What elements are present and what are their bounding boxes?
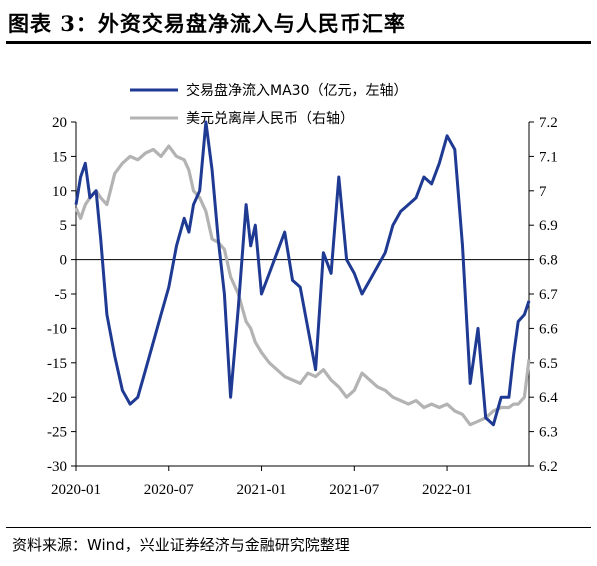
left-tick-label: -25	[47, 425, 67, 441]
x-tick-label: 2020-07	[144, 482, 194, 498]
title-bar: 图表 3：外资交易盘净流入与人民币汇率	[0, 0, 597, 46]
x-tick-label: 2020-01	[51, 482, 101, 498]
left-tick-label: -10	[47, 321, 67, 337]
right-tick-label: 7	[539, 184, 547, 200]
left-tick-label: 0	[60, 253, 68, 269]
right-tick-label: 7.2	[539, 115, 558, 131]
source-note: 资料来源：Wind，兴业证券经济与金融研究院整理	[12, 536, 350, 554]
source-rule	[6, 527, 591, 528]
right-tick-label: 6.7	[539, 287, 558, 303]
right-tick-label: 6.9	[539, 218, 558, 234]
left-tick-label: 15	[52, 149, 67, 165]
legend-label: 交易盘净流入MA30（亿元，左轴）	[186, 82, 407, 99]
left-tick-label: 10	[52, 184, 67, 200]
left-tick-label: -15	[47, 356, 67, 372]
left-tick-label: -30	[47, 459, 67, 475]
series-layer	[74, 120, 531, 427]
series-line-usdcnh	[74, 144, 531, 427]
chart-axes: 20 15 10 5 0 -5 -10 -15 -20 -25 -30 7.2 7.1 7 6.9 6.8 6.…	[47, 115, 558, 498]
right-tick-label: 6.2	[539, 459, 558, 475]
x-tick-label: 2022-01	[422, 482, 472, 498]
left-tick-label: 20	[52, 115, 67, 131]
left-tick-label: -20	[47, 390, 67, 406]
right-tick-label: 6.5	[539, 356, 558, 372]
legend-label: 美元兑离岸人民币（右轴）	[186, 110, 354, 127]
right-tick-label: 6.6	[539, 321, 558, 337]
right-tick-label: 6.3	[539, 425, 558, 441]
chart-legend: 交易盘净流入MA30（亿元，左轴） 美元兑离岸人民币（右轴）	[130, 82, 407, 127]
x-tick-label: 2021-01	[237, 482, 287, 498]
right-tick-label: 6.4	[539, 390, 558, 406]
right-tick-label: 6.8	[539, 253, 558, 269]
title-rule	[6, 41, 591, 44]
series-line-inflow	[74, 120, 531, 427]
x-tick-label: 2021-07	[329, 482, 379, 498]
left-tick-label: -5	[55, 287, 68, 303]
right-tick-label: 7.1	[539, 149, 558, 165]
page-title: 图表 3：外资交易盘净流入与人民币汇率	[8, 11, 406, 36]
left-tick-label: 5	[60, 218, 68, 234]
line-chart: 20 15 10 5 0 -5 -10 -15 -20 -25 -30 7.2 7.1 7 6.9 6.8 6.…	[47, 82, 558, 498]
